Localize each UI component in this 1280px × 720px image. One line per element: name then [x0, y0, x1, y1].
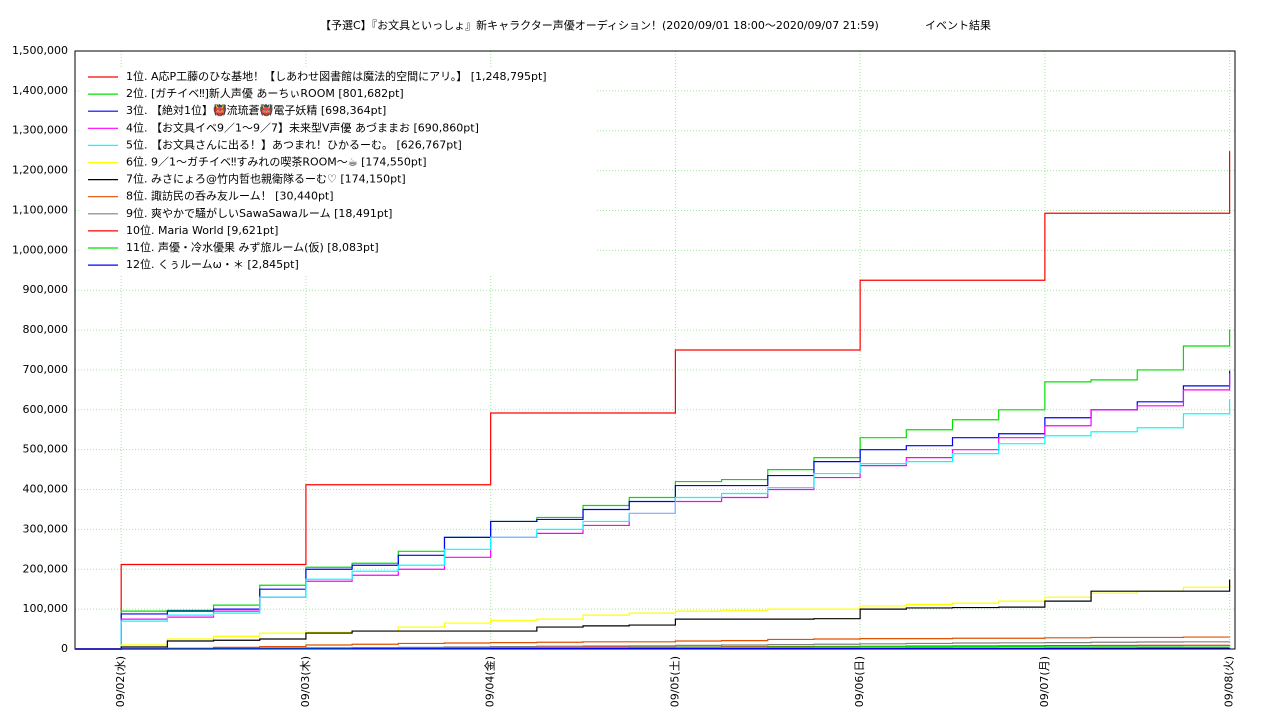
legend-label: 9位. 爽やかで騒がしいSawaSawaルーム [18,491pt]	[126, 206, 392, 220]
y-tick-label: 600,000	[23, 403, 69, 416]
legend-label: 1位. A応P工藤のひな基地！【しあわせ図書館は魔法的空間にアリ。】 [1,24…	[126, 69, 547, 83]
legend-box	[80, 67, 596, 275]
y-tick-label: 300,000	[23, 522, 69, 535]
series-line	[75, 373, 1231, 650]
series-line	[75, 579, 1231, 650]
chart-title: 【予選C】『お文具といっしょ』新キャラクター声優オーディション！(2020/09…	[320, 18, 879, 32]
legend-label: 5位. 【お文具さんに出る！】あつまれ！ひかるーむ。 [626,767pt]	[126, 137, 462, 151]
legend: 1位. A応P工藤のひな基地！【しあわせ図書館は魔法的空間にアリ。】 [1,24…	[80, 67, 596, 275]
series-line	[75, 579, 1231, 650]
legend-label: 7位. みさにょろ@竹内哲也親衛隊るーむ♡ [174,150pt]	[126, 172, 406, 186]
x-tick-label: 09/04(金)	[483, 656, 497, 707]
y-tick-label: 800,000	[23, 323, 69, 336]
series-line	[75, 399, 1231, 650]
series-line	[75, 647, 1231, 650]
series-line	[75, 636, 1231, 650]
y-tick-label: 1,200,000	[12, 164, 68, 177]
y-tick-label: 1,300,000	[12, 124, 68, 137]
x-tick-label: 09/07(月)	[1038, 656, 1051, 707]
x-tick-label: 09/05(土)	[668, 656, 681, 707]
legend-label: 6位. 9／1〜ガチイベ‼すみれの喫茶ROOM〜☕ [174,550pt]	[126, 155, 427, 169]
series-line	[75, 370, 1231, 650]
y-tick-label: 500,000	[23, 443, 69, 456]
y-tick-label: 100,000	[23, 602, 69, 615]
legend-label: 4位. 【お文具イベ9／1〜9／7】未来型V声優 あづままお [690,860p…	[126, 120, 479, 134]
y-tick-label: 1,000,000	[12, 243, 68, 256]
legend-label: 3位. 【絶対1位】👹流琉蒼👹電子妖精 [698,364pt]	[126, 103, 386, 117]
y-tick-label: 700,000	[23, 363, 69, 376]
legend-label: 2位. [ガチイベ‼]新人声優 あーちぃROOM [801,682pt]	[126, 86, 404, 100]
x-tick-label: 09/03(木)	[299, 656, 312, 707]
x-tick-label: 09/08(火)	[1223, 656, 1236, 707]
y-tick-label: 900,000	[23, 283, 69, 296]
y-tick-label: 1,500,000	[12, 44, 68, 57]
y-tick-label: 200,000	[23, 562, 69, 575]
y-tick-label: 1,400,000	[12, 84, 68, 97]
legend-label: 12位. くぅルームω・＊ [2,845pt]	[126, 257, 299, 271]
y-tick-label: 1,100,000	[12, 203, 68, 216]
chart-subtitle: イベント結果	[925, 18, 991, 32]
x-tick-label: 09/06(日)	[853, 656, 866, 707]
legend-label: 11位. 声優・冷水優果 みず旅ルーム(仮) [8,083pt]	[126, 240, 379, 254]
y-tick-label: 0	[61, 642, 68, 655]
legend-label: 8位. 諏訪民の呑み友ルーム！ [30,440pt]	[126, 189, 334, 203]
series-line	[75, 151, 1231, 650]
y-tick-label: 400,000	[23, 483, 69, 496]
x-tick-label: 09/02(水)	[114, 656, 127, 707]
legend-label: 10位. Maria World [9,621pt]	[126, 223, 278, 237]
